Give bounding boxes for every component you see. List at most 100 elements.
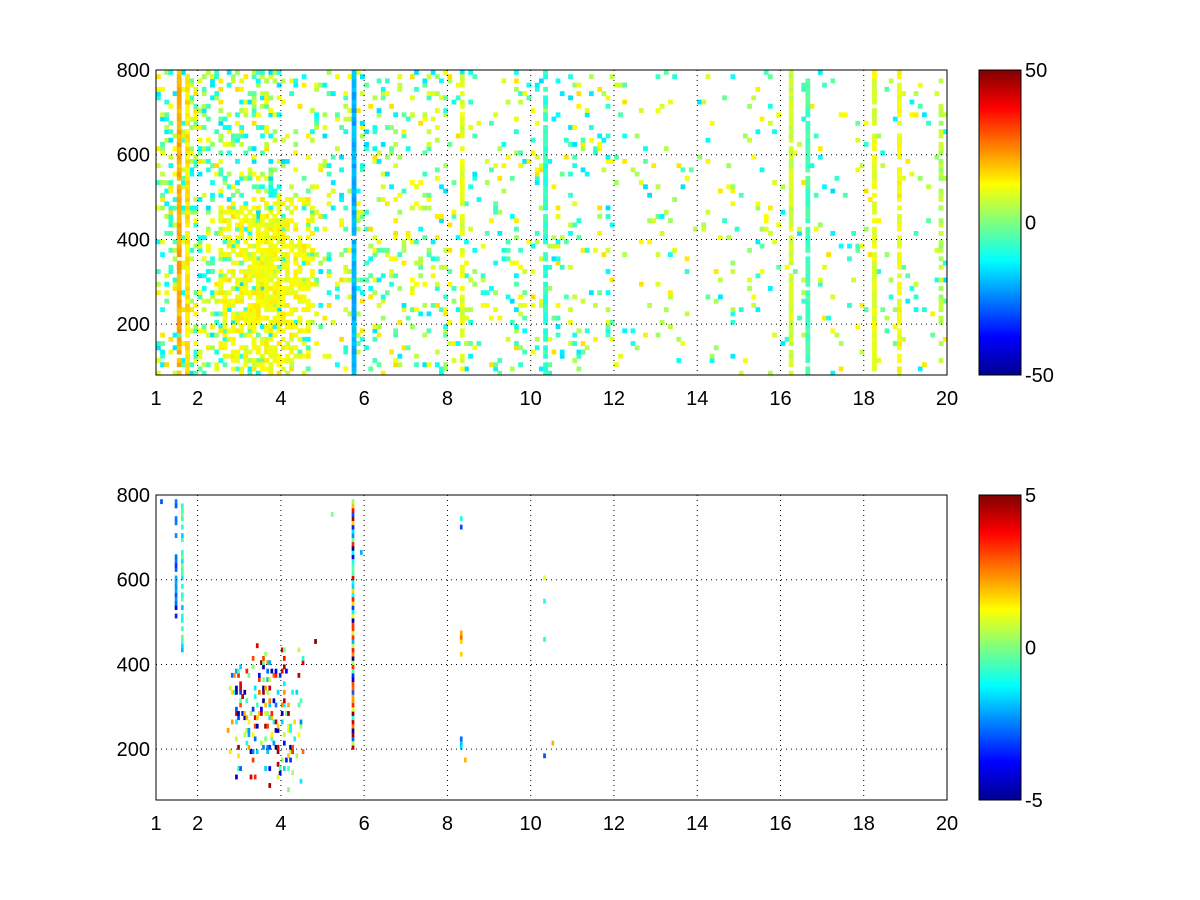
heatmap-cell	[355, 349, 361, 355]
heatmap-cell	[222, 319, 228, 325]
heatmap-cell	[156, 345, 161, 351]
heatmap-cell	[243, 319, 249, 325]
heatmap-cell	[543, 142, 548, 147]
heatmap-cell	[185, 129, 190, 135]
heatmap-cell	[266, 689, 269, 695]
heatmap-cell	[489, 286, 494, 291]
heatmap-cell	[222, 273, 228, 279]
heatmap-cell	[676, 163, 682, 169]
heatmap-cell	[539, 163, 544, 169]
heatmap-cell	[289, 197, 294, 202]
heatmap-cell	[942, 129, 947, 135]
heatmap-cell	[472, 74, 478, 80]
heatmap-cell	[355, 214, 361, 219]
heatmap-cell	[226, 235, 232, 241]
heatmap-cell	[301, 655, 305, 661]
heatmap-cell	[268, 286, 274, 291]
heatmap-cell	[518, 91, 523, 97]
heatmap-cell	[268, 133, 274, 139]
heatmap-cell	[426, 146, 432, 152]
heatmap-cell	[260, 706, 263, 712]
heatmap-cell	[330, 205, 336, 211]
heatmap-cell	[222, 290, 228, 296]
heatmap-cell	[384, 171, 390, 177]
heatmap-cell	[518, 247, 523, 253]
heatmap-cell	[276, 209, 282, 215]
heatmap-cell	[384, 252, 390, 257]
heatmap-cell	[509, 298, 515, 304]
heatmap-cell	[343, 116, 349, 122]
heatmap-cell	[555, 324, 561, 330]
heatmap-cell	[605, 214, 611, 219]
heatmap-cell	[897, 273, 902, 279]
heatmap-cell	[576, 349, 582, 355]
heatmap-cell	[339, 125, 344, 130]
heatmap-cell	[260, 197, 265, 202]
heatmap-cell	[859, 349, 865, 355]
heatmap-cell	[280, 163, 286, 169]
heatmap-cell	[630, 328, 636, 334]
heatmap-cell	[274, 668, 278, 674]
heatmap-cell	[280, 99, 286, 105]
heatmap-cell	[201, 146, 207, 152]
heatmap-cell	[226, 129, 232, 135]
heatmap-cell	[647, 239, 653, 245]
heatmap-cell	[285, 358, 290, 363]
heatmap-cell	[180, 70, 186, 75]
heatmap-cell	[543, 201, 548, 207]
heatmap-cell	[326, 192, 332, 198]
heatmap-cell	[451, 286, 457, 291]
heatmap-cell	[555, 302, 561, 308]
heatmap-cell	[834, 175, 840, 181]
heatmap-cell	[401, 133, 407, 139]
heatmap-cell	[268, 715, 272, 721]
heatmap-cell	[788, 129, 794, 135]
heatmap-cell	[759, 226, 765, 232]
heatmap-cell	[251, 256, 257, 262]
heatmap-cell	[264, 273, 269, 279]
heatmap-cell	[243, 281, 249, 287]
heatmap-cell	[543, 239, 548, 245]
heatmap-cell	[282, 732, 286, 738]
heatmap-cell	[451, 99, 457, 105]
x-tick-label: 4	[275, 388, 286, 410]
heatmap-cell	[226, 218, 232, 224]
heatmap-cell	[380, 315, 386, 321]
heatmap-cell	[297, 247, 303, 253]
heatmap-cell	[464, 757, 467, 763]
heatmap-cell	[305, 353, 311, 359]
heatmap-cell	[260, 277, 265, 283]
heatmap-cell	[805, 99, 811, 105]
heatmap-cell	[351, 370, 357, 375]
heatmap-cell	[180, 209, 186, 215]
heatmap-cell	[314, 639, 317, 644]
heatmap-cell	[622, 328, 628, 334]
heatmap-cell	[268, 332, 274, 338]
heatmap-cell	[260, 150, 265, 156]
heatmap-cell	[647, 302, 653, 308]
heatmap-cell	[788, 315, 794, 321]
heatmap-cell	[543, 180, 548, 185]
heatmap-cell	[459, 639, 463, 644]
heatmap-cell	[630, 167, 636, 173]
heatmap-cell	[584, 345, 590, 351]
heatmap-cell	[447, 269, 453, 274]
heatmap-cell	[268, 370, 274, 375]
x-tick-label: 20	[936, 813, 958, 835]
heatmap-cell	[235, 315, 240, 321]
heatmap-cell	[938, 146, 944, 152]
heatmap-cell	[788, 99, 794, 105]
heatmap-cell	[243, 99, 249, 105]
heatmap-cell	[185, 260, 190, 266]
heatmap-cell	[222, 302, 228, 308]
heatmap-cell	[897, 264, 902, 270]
heatmap-cell	[285, 370, 290, 375]
heatmap-cell	[230, 269, 236, 274]
heatmap-cell	[260, 252, 265, 257]
top-heatmap-cells	[156, 70, 947, 375]
heatmap-cell	[897, 167, 902, 173]
x-tick-label: 6	[359, 813, 370, 835]
heatmap-cell	[572, 358, 578, 363]
heatmap-cell	[260, 324, 265, 330]
